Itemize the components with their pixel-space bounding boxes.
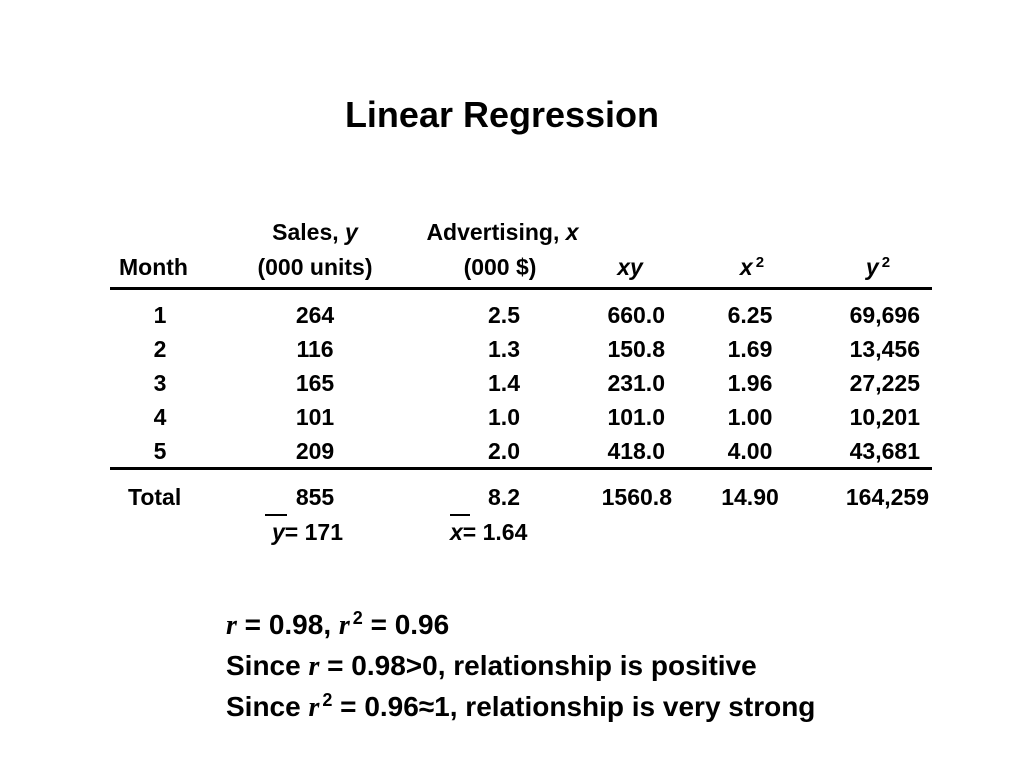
x-mean: x= 1.64 (450, 519, 528, 545)
table-cell-x2: 1.00 (727, 404, 773, 430)
page-title: Linear Regression (344, 94, 660, 135)
table-cell-month: 3 (153, 370, 167, 396)
table-cell-month: 5 (153, 438, 167, 464)
sales-header-line1: Sales, y (272, 219, 358, 245)
table-cell-x2: 1.96 (727, 370, 773, 396)
advertising-header-line1: Advertising, x (426, 219, 579, 245)
total-label: Total (128, 484, 182, 510)
table-cell-month: 4 (153, 404, 167, 430)
y-mean: y= 171 (272, 519, 343, 545)
total-xy: 1560.8 (601, 484, 672, 510)
x-mean-bar (450, 514, 470, 516)
total-x2: 14.90 (721, 484, 779, 510)
table-cell-advertising: 1.4 (488, 370, 520, 396)
totals-rule (110, 467, 932, 470)
table-cell-xy: 150.8 (607, 336, 665, 362)
table-cell-sales: 209 (295, 438, 335, 464)
table-cell-advertising: 1.0 (488, 404, 520, 430)
table-cell-xy: 660.0 (607, 302, 665, 328)
table-cell-month: 2 (153, 336, 167, 362)
table-cell-xy: 101.0 (607, 404, 665, 430)
table-cell-y2: 69,696 (849, 302, 920, 328)
table-cell-sales: 116 (296, 336, 334, 362)
table-cell-x2: 4.00 (727, 438, 773, 464)
table-cell-xy: 231.0 (607, 370, 665, 396)
table-cell-y2: 13,456 (849, 336, 920, 362)
table-cell-xy: 418.0 (607, 438, 665, 464)
sales-header-units: (000 units) (257, 254, 373, 280)
table-cell-x2: 1.69 (727, 336, 773, 362)
advertising-header-units: (000 $) (463, 254, 537, 280)
table-cell-month: 1 (153, 302, 167, 328)
month-header: Month (119, 254, 188, 280)
table-cell-y2: 27,225 (849, 370, 920, 396)
total-advertising: 8.2 (488, 484, 520, 510)
total-sales: 855 (295, 484, 335, 510)
y-mean-bar (265, 514, 287, 516)
table-cell-advertising: 2.5 (488, 302, 520, 328)
table-cell-y2: 10,201 (849, 404, 920, 430)
xy-header: xy (617, 254, 643, 280)
table-cell-y2: 43,681 (849, 438, 920, 464)
table-cell-x2: 6.25 (727, 302, 773, 328)
direction-statement: Since r = 0.98>0, relationship is positi… (226, 650, 757, 682)
table-cell-sales: 165 (295, 370, 335, 396)
total-y2: 164,259 (845, 484, 929, 510)
header-rule (110, 287, 932, 290)
table-cell-advertising: 2.0 (488, 438, 520, 464)
table-cell-sales: 264 (295, 302, 335, 328)
table-cell-advertising: 1.3 (488, 336, 520, 362)
table-cell-sales: 101 (295, 404, 335, 430)
